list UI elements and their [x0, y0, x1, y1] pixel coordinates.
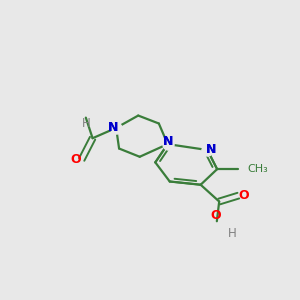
- Text: N: N: [206, 143, 216, 157]
- Text: H: H: [228, 227, 237, 240]
- Text: O: O: [238, 189, 249, 202]
- Text: N: N: [108, 122, 119, 134]
- Text: N: N: [206, 143, 216, 157]
- Text: N: N: [163, 135, 173, 148]
- Text: H: H: [81, 117, 90, 130]
- Text: N: N: [163, 135, 173, 148]
- Text: CH₃: CH₃: [247, 164, 268, 174]
- Text: O: O: [70, 153, 81, 166]
- Text: N: N: [108, 122, 119, 134]
- Text: O: O: [210, 209, 221, 222]
